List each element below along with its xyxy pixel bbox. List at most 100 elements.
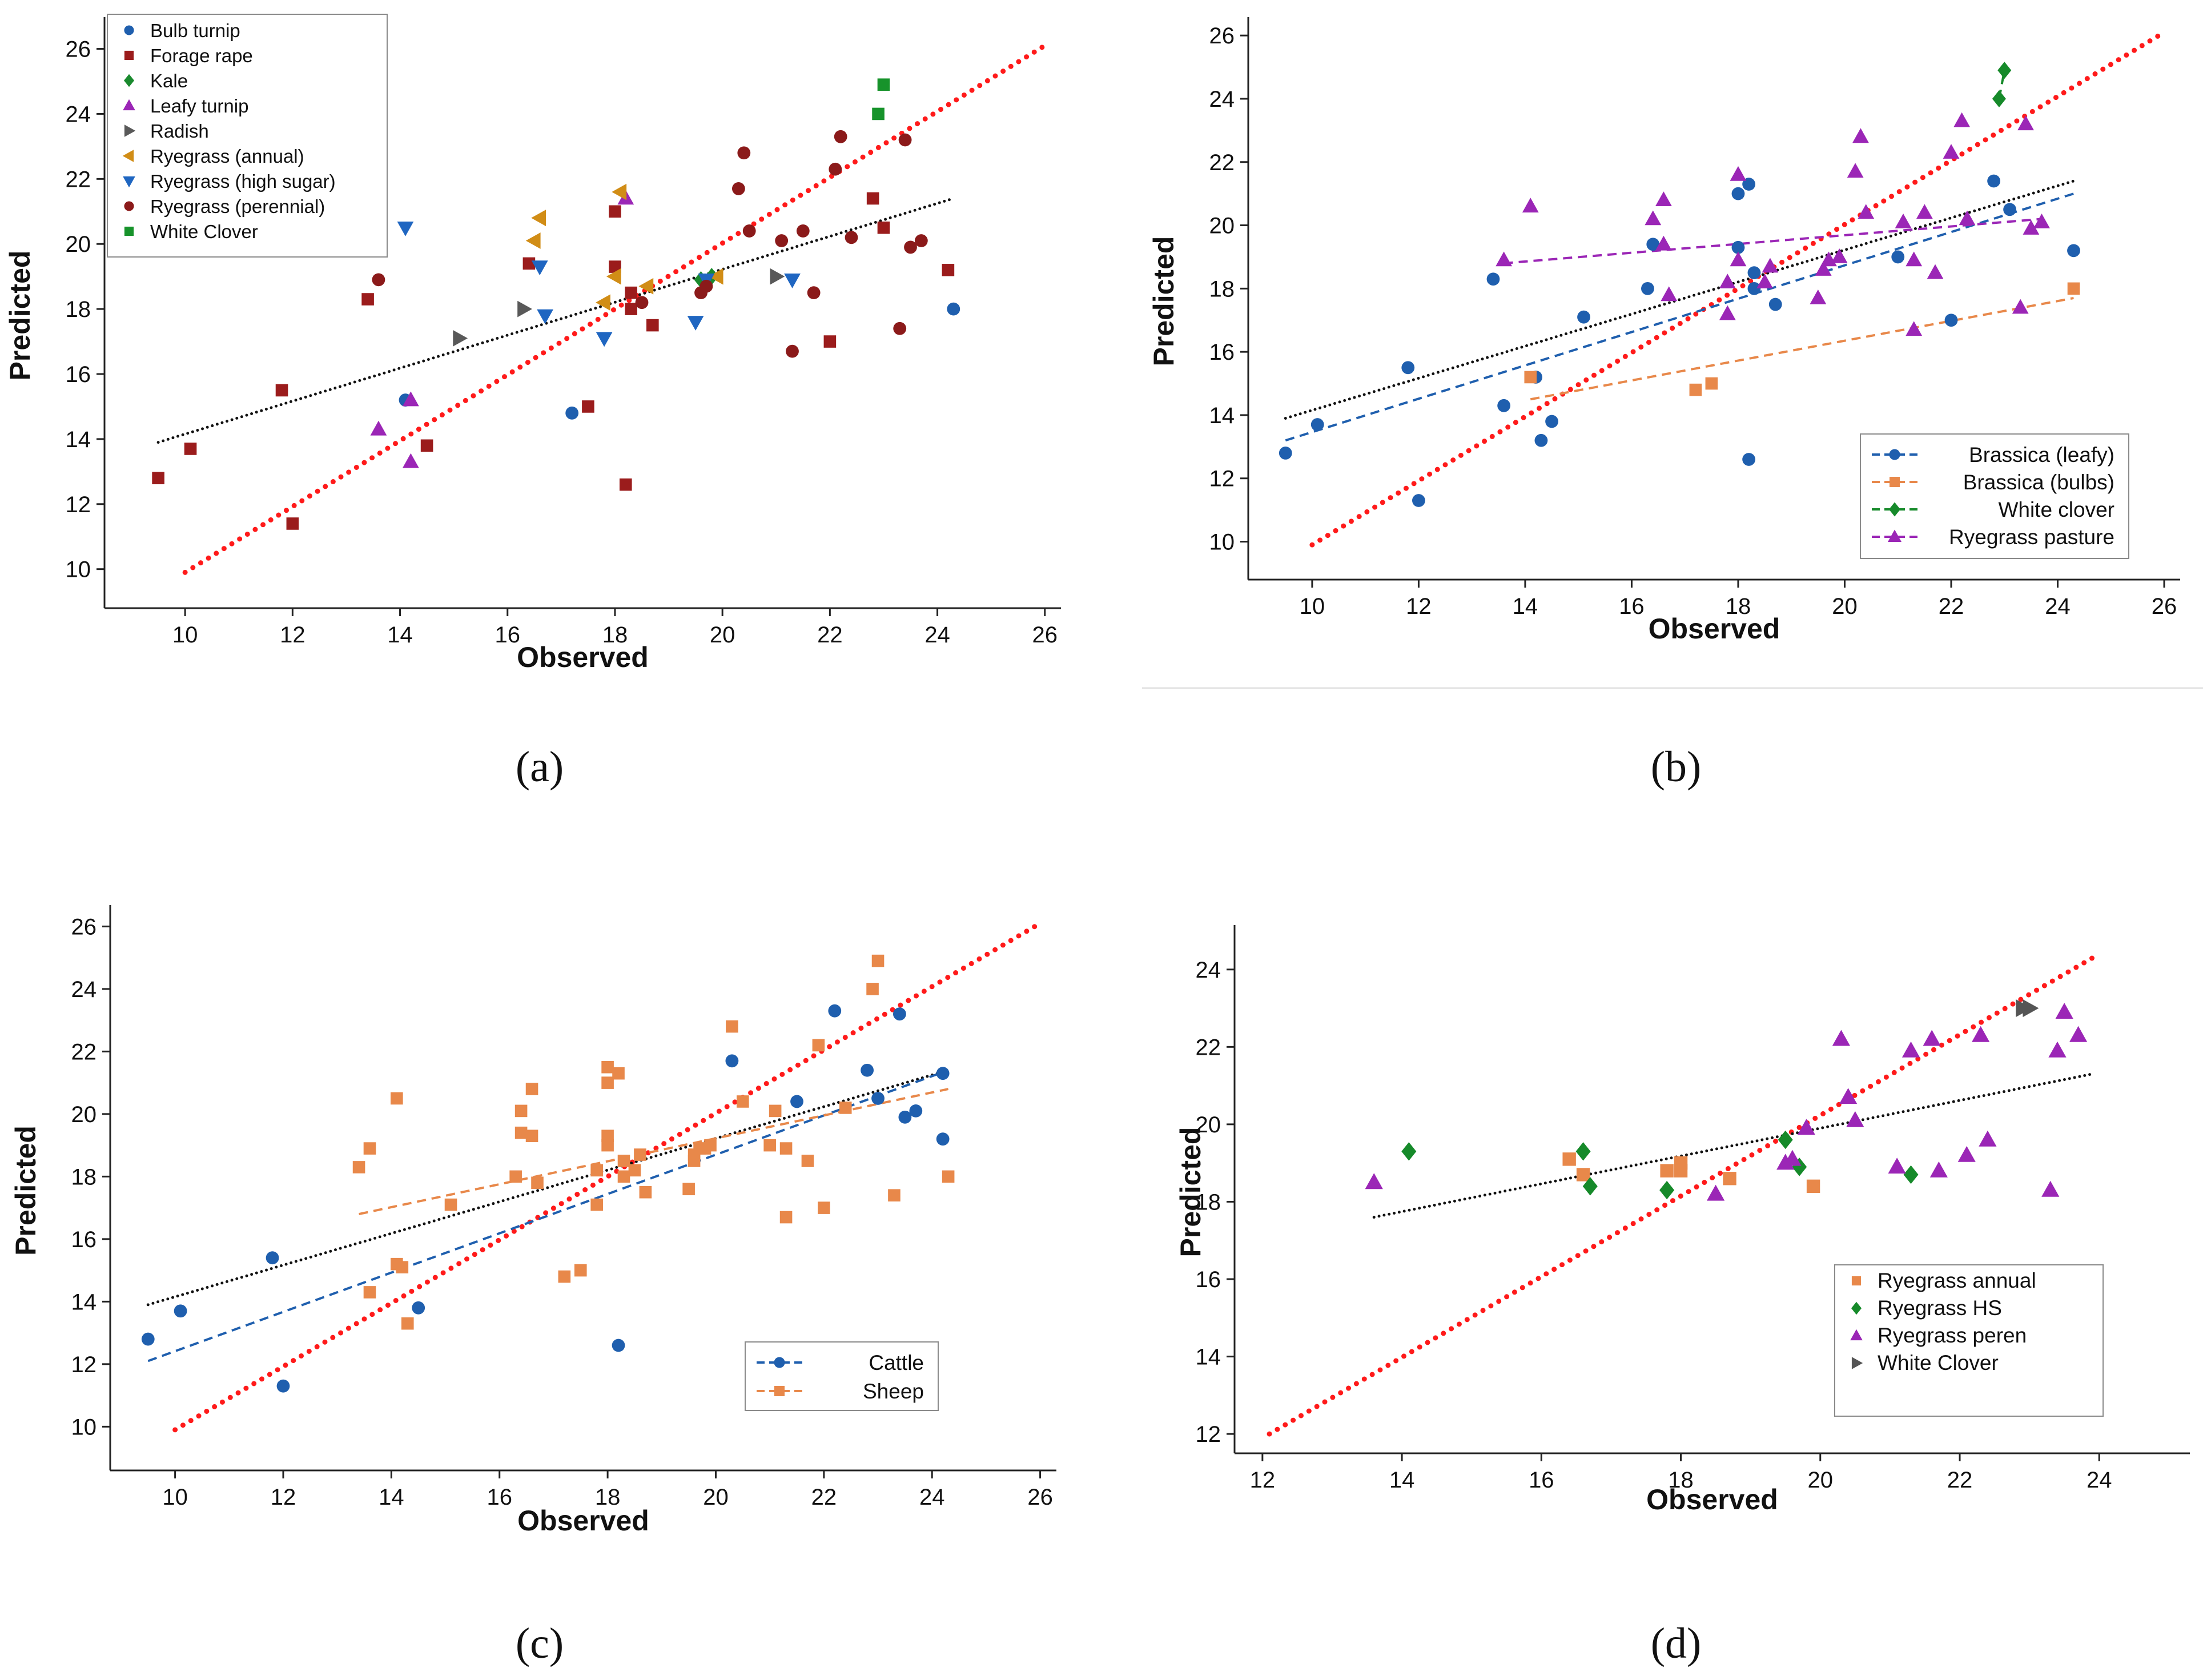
panel-b-line-brassica-leafy-fit [1285,192,2075,442]
panel-a-point-ryegrass-annual [596,294,610,311]
panel-a-line-trend [156,197,955,444]
panel-a-legend-marker-kale [124,74,134,87]
panel-b-y-tick-label: 14 [1209,403,1235,428]
panel-a-point-forage-rape [823,335,837,348]
panel-c-x-tick-label: 24 [919,1485,945,1510]
panel-c-point-sheep [839,1102,852,1114]
panel-c-x-tick-label: 22 [811,1485,837,1510]
panel-a-point-ryegrass-high-sugar [687,316,704,331]
panel-b-point-brassica-bulbs [1524,371,1537,384]
panel-b-y-tick-label: 18 [1209,276,1235,302]
panel-d-point-ryegrass-annual [1562,1152,1576,1166]
panel-b-y-tick-label: 22 [1209,150,1235,175]
panel-b-y-tick-label: 26 [1209,23,1235,49]
panel-c-point-sheep [509,1170,522,1183]
panel-a-point-forage-rape [184,443,197,455]
panel-b-x-tick-label: 20 [1832,594,1858,619]
panel-c-y-tick-label: 12 [71,1352,97,1377]
panel-a-point-forage-rape [609,260,621,273]
panel-b-y-tick-label: 12 [1209,467,1235,492]
panel-c-legend-marker-cattle [774,1357,785,1368]
panel-b-point-brassica-leafy [1747,282,1761,295]
panel-a-legend-label-ryegrass-high-sugar: Ryegrass (high sugar) [150,171,336,192]
panel-a-x-tick-label: 18 [602,622,628,648]
panel-c-point-sheep [396,1261,409,1273]
panel-b-point-ryegrass-pasture [1959,210,1976,226]
panel-d-point-ryegrass-annual [1674,1164,1688,1177]
panel-a-legend-marker-radish [124,124,136,137]
panel-a-point-ryegrass-perennial [372,273,385,287]
panel-b-point-white-clover [1992,90,2006,107]
panel-b-point-brassica-leafy [1310,418,1324,431]
panel-c-line-cattle-fit [147,1069,949,1363]
panel-c-point-cattle [909,1104,923,1118]
panel-b-point-ryegrass-pasture [1943,144,1960,159]
panel-d-point-ryegrass-peren [1923,1030,1941,1046]
panel-d-point-ryegrass-hs [1903,1165,1919,1184]
panel-a-point-forage-rape [152,472,164,485]
panel-b-point-brassica-leafy [1401,361,1415,375]
panel-b-x-tick-label: 14 [1513,594,1538,619]
panel-c-point-sheep [363,1142,376,1155]
panel-c-point-sheep [601,1139,614,1152]
panel-b-point-brassica-leafy [1747,266,1761,280]
panel-b-point-ryegrass-pasture [1895,214,1912,228]
panel-d-x-tick-label: 18 [1668,1468,1694,1493]
panel-a-point-ryegrass-perennial [742,224,756,238]
panel-c-y-axis-label: Predicted [10,1126,42,1256]
panel-a-x-tick-label: 20 [710,622,735,648]
panel-c-point-sheep [401,1317,414,1330]
panel-a-legend-label-leafy-turnip: Leafy turnip [150,95,248,116]
panel-a-point-radish [517,300,532,317]
panel-a-point-ryegrass-high-sugar [537,309,554,324]
panel-d-point-ryegrass-peren [1783,1150,1802,1166]
panel-d-line-trend [1372,1072,2094,1219]
panel-b-point-ryegrass-pasture [1847,163,1864,178]
panel-a-x-axis-label: Observed [517,641,649,673]
panel-b-legend-label-brassica-bulbs: Brassica (bulbs) [1963,471,2114,494]
panel-c-point-sheep [639,1185,652,1199]
panel-a-line-1-1 [182,43,1048,575]
panel-b-legend-label-ryegrass-pasture: Ryegrass pasture [1949,525,2114,549]
panel-d-x-tick-label: 24 [2087,1468,2112,1493]
panel-b-point-brassica-leafy [1731,187,1745,200]
caption-b: (b) [1650,743,1702,791]
panel-d-legend-label-ryegrass-hs: Ryegrass HS [1878,1296,2002,1320]
panel-b-point-ryegrass-pasture [1831,248,1848,263]
panel-c-legend-label-sheep: Sheep [863,1380,924,1403]
panel-c-y-tick-label: 14 [71,1289,97,1315]
panel-b-line-ryegrass-pasture-fit [1503,218,2042,265]
panel-c-x-tick-label: 26 [1027,1485,1053,1510]
panel-d-point-ryegrass-hs [1401,1142,1417,1161]
panel-b-point-ryegrass-pasture [1730,251,1747,267]
panel-d-point-ryegrass-peren [1972,1026,1990,1042]
panel-a-legend-marker-forage-rape [124,50,134,61]
panel-a-point-ryegrass-high-sugar [784,274,801,288]
panel-a-point-ryegrass-annual [638,278,654,295]
panel-b-point-ryegrass-pasture [1661,286,1678,302]
panel-b-point-ryegrass-pasture [1815,261,1832,276]
panel-b-point-brassica-leafy [1987,174,2001,188]
panel-d-point-ryegrass-peren [2055,1003,2073,1019]
panel-a-point-ryegrass-perennial [635,296,649,310]
panel-c-point-sheep [514,1104,528,1118]
panel-c-point-sheep [682,1183,695,1196]
panel-c-y-tick-label: 26 [71,914,97,939]
panel-b-point-ryegrass-pasture [1762,258,1779,273]
panel-d-point-ryegrass-peren [1832,1030,1851,1046]
panel-b-point-ryegrass-pasture [1916,204,1933,219]
panel-c-point-sheep [612,1067,625,1080]
panel-c-point-sheep [818,1201,830,1214]
panel-c-y-tick-label: 24 [71,977,97,1002]
panel-a-point-ryegrass-high-sugar [596,332,613,347]
panel-a-legend-marker-ryegrass-high-sugar [123,176,135,188]
panel-d-x-tick-label: 12 [1250,1468,1276,1493]
panel-a-legend-marker-white-clover [124,226,134,236]
panel-a-y-tick-label: 22 [66,167,91,192]
panel-b-point-brassica-leafy [1545,415,1558,428]
panel-d-y-tick-label: 22 [1196,1035,1221,1060]
panel-b-point-ryegrass-pasture [1645,210,1662,226]
panel-b-legend-marker-brassica-bulbs [1890,477,1900,487]
